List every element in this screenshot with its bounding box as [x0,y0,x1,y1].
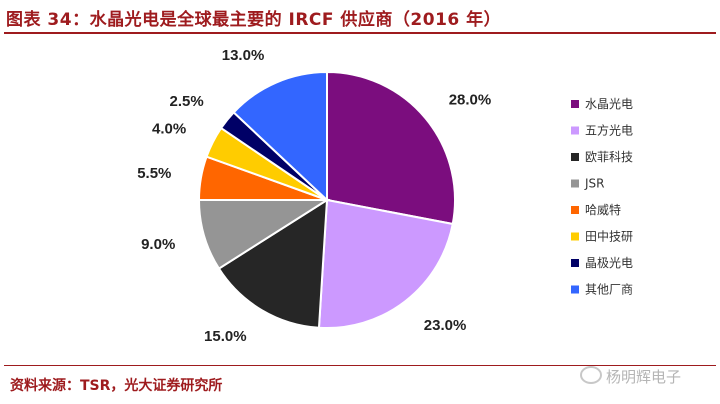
chat-bubble-icon [580,366,602,384]
watermark-text: 杨明辉电子 [606,368,682,386]
legend-swatch [571,126,579,135]
title-rule [4,32,716,34]
legend-label: 欧菲科技 [585,150,633,164]
footer-rule [4,365,716,366]
pie-slices [197,70,456,329]
legend-swatch [571,206,579,214]
pie-value-label: 9.0% [141,236,175,253]
legend-swatch [571,259,579,267]
pie-value-label: 4.0% [152,120,186,137]
pie-slice [232,70,328,203]
pie-slice [317,198,454,329]
watermark: 杨明辉电子 [580,366,681,387]
pie-value-label: 28.0% [449,91,492,108]
legend-swatch [571,179,579,188]
legend-swatch [571,285,579,294]
legend-label: 水晶光电 [585,97,633,111]
legend-label: 田中技研 [585,229,633,244]
legend-label: 其他厂商 [585,282,633,297]
legend-label: JSR [584,177,605,191]
pie-slice [217,198,329,329]
figure-title: 图表 34：水晶光电是全球最主要的 IRCF 供应商（2016 年） [6,10,502,30]
pie-value-labels: 28.0% 23.0% 15.0% 9.0% 5.5% 4.0% 2.5% 13.0% [137,47,491,345]
legend-label: 哈威特 [585,202,621,217]
pie-value-label: 13.0% [222,47,265,64]
source-note: 资料来源：TSR，光大证券研究所 [10,378,223,394]
legend-label: 五方光电 [585,123,633,138]
legend-swatch [571,100,579,108]
pie-slice [326,70,456,226]
pie-value-label: 23.0% [424,317,467,334]
pie-value-label: 5.5% [137,165,171,182]
pie-value-label: 15.0% [204,328,247,345]
pie-value-label: 2.5% [169,93,203,110]
legend-swatch [571,232,579,241]
legend-swatch [571,153,579,161]
legend-label: 晶极光电 [585,256,633,270]
